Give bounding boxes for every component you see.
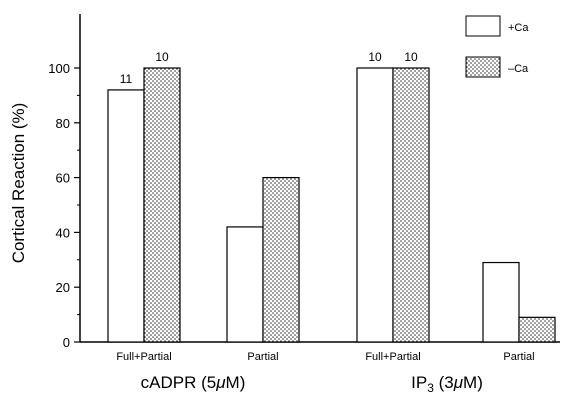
y-tick-label: 80 <box>56 116 70 131</box>
n-label: 10 <box>155 50 169 64</box>
bar-minus-ca <box>518 316 556 343</box>
n-label: 10 <box>368 50 382 64</box>
bar-minus-ca <box>262 177 300 343</box>
legend-label-minus-ca: –Ca <box>508 63 529 75</box>
bar-minus-ca <box>392 67 430 343</box>
legend-swatch-minus-ca <box>465 56 501 78</box>
y-axis-label: Cortical Reaction (%) <box>9 103 28 264</box>
legend-swatch-plus-ca <box>465 15 501 37</box>
bar-plus-ca <box>482 261 520 343</box>
category-label: Partial <box>247 351 278 363</box>
group-label-cadpr: cADPR (5μM) <box>141 373 246 392</box>
bar-minus-ca <box>143 67 181 343</box>
y-tick-label: 100 <box>48 61 70 76</box>
y-tick-label: 60 <box>56 171 70 186</box>
category-label: Partial <box>503 351 534 363</box>
group-label-ip3: IP3 (3μM) <box>411 373 483 395</box>
category-label: Full+Partial <box>116 351 171 363</box>
category-label: Full+Partial <box>365 351 420 363</box>
y-tick-label: 20 <box>56 280 70 295</box>
legend-label-plus-ca: +Ca <box>508 22 529 34</box>
y-tick-label: 40 <box>56 225 70 240</box>
n-label: 11 <box>120 72 133 86</box>
bar-plus-ca <box>226 226 264 343</box>
bar-plus-ca <box>107 89 145 343</box>
n-label: 10 <box>404 50 418 64</box>
bar-plus-ca <box>356 67 394 343</box>
legend: +Ca –Ca <box>465 15 529 78</box>
y-tick-label: 0 <box>63 335 70 350</box>
